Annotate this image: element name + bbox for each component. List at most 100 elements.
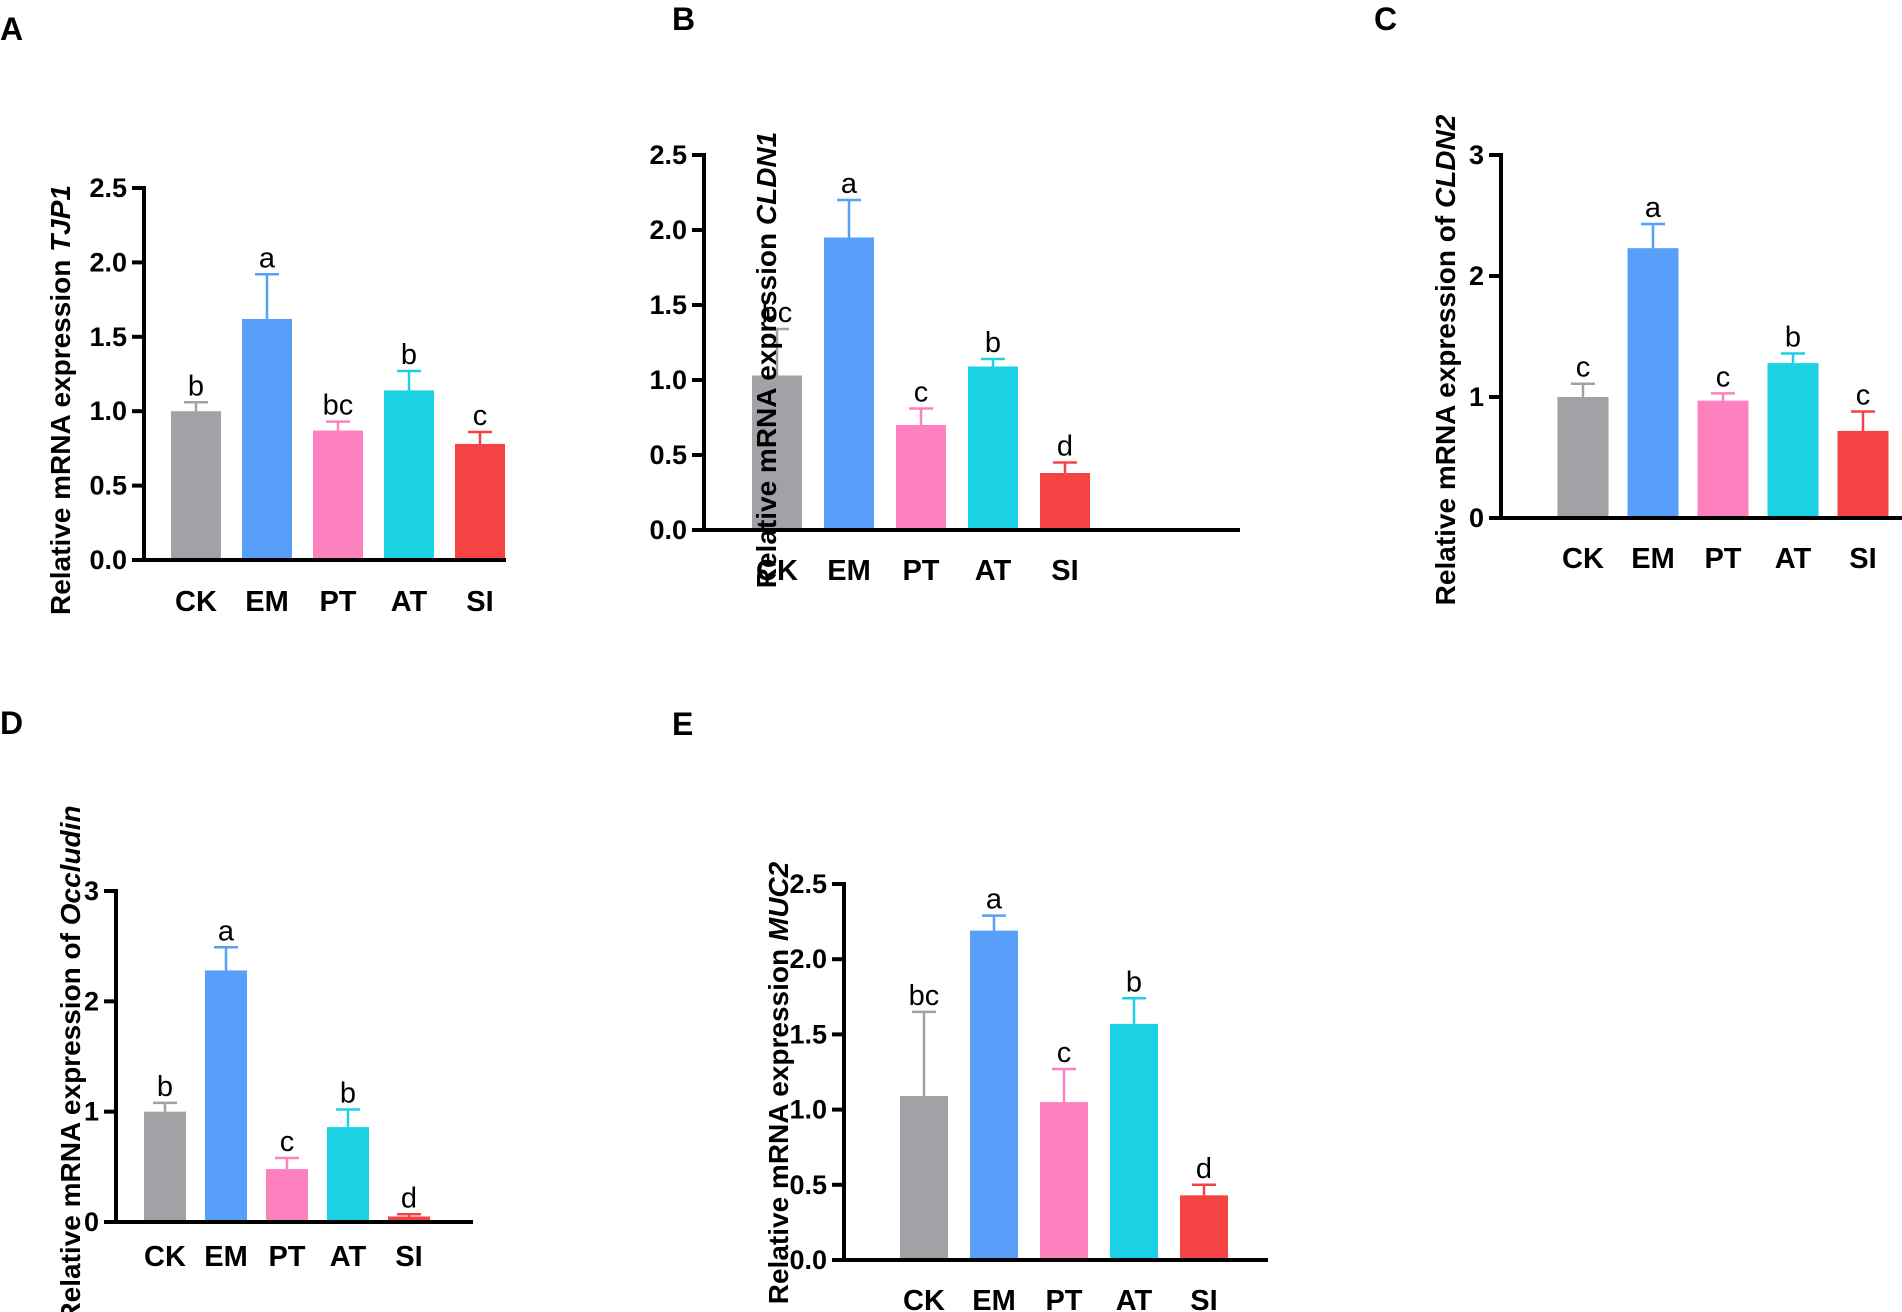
x-tick-label-si: SI [466, 586, 493, 618]
y-tick-label: 1 [84, 1097, 99, 1127]
bar-ck [171, 411, 221, 560]
error-bar-si [1053, 461, 1077, 473]
y-axis-label: Relative mRNA expression of CLDN2 [1430, 114, 1461, 605]
y-tick-label: 0.0 [649, 515, 687, 545]
y-tick-label: 0 [1469, 503, 1484, 533]
significance-letter: a [841, 168, 858, 200]
x-tick-label-si: SI [395, 1241, 422, 1273]
x-tick-label-at: AT [330, 1241, 367, 1273]
bar-at [1767, 363, 1819, 518]
significance-letter: b [1126, 966, 1142, 998]
bar-em [1627, 248, 1679, 519]
significance-letter: b [340, 1077, 356, 1109]
significance-letter: c [914, 377, 929, 409]
significance-letter: a [1645, 192, 1662, 224]
bar-pt [1697, 400, 1749, 518]
significance-letter: a [986, 884, 1003, 916]
error-bar-at [1122, 997, 1146, 1024]
y-tick-label: 1.0 [89, 396, 127, 426]
y-tick-label: 2 [84, 986, 99, 1016]
bar-pt [1040, 1102, 1088, 1260]
error-bar-ck [184, 401, 208, 412]
error-bar-at [981, 357, 1005, 367]
panel-letter: C [1374, 1, 1397, 37]
bar-ck [144, 1111, 186, 1222]
error-bar-em [982, 914, 1006, 931]
y-axis-label: Relative mRNA expression of Occludin [55, 805, 86, 1312]
x-tick-label-em: EM [827, 555, 871, 587]
panel-letter: E [672, 706, 693, 742]
panel-letter: A [0, 11, 23, 47]
y-tick-label: 1.5 [649, 290, 687, 320]
y-tick-label: 0.5 [649, 440, 687, 470]
significance-letter: b [985, 327, 1001, 359]
x-tick-label-pt: PT [902, 555, 939, 587]
y-tick-label: 1.5 [89, 322, 127, 352]
significance-letter: c [280, 1126, 295, 1158]
y-tick-label: 0 [84, 1207, 99, 1237]
error-bar-pt [275, 1156, 299, 1170]
bar-em [205, 970, 247, 1222]
bar-pt [266, 1169, 308, 1222]
x-tick-label-em: EM [245, 586, 289, 618]
x-tick-label-at: AT [391, 586, 428, 618]
error-bar-si [397, 1213, 421, 1217]
x-tick-label-em: EM [972, 1285, 1016, 1312]
error-bar-pt [326, 420, 350, 431]
y-tick-label: 2.0 [649, 215, 687, 245]
bar-em [970, 930, 1018, 1260]
bar-at [1110, 1023, 1158, 1260]
axes [842, 882, 1268, 1262]
y-tick-label: 1.0 [789, 1095, 827, 1125]
y-axis-label: Relative mRNA expression MUC2 [763, 861, 794, 1304]
y-tick-label: 0.0 [789, 1245, 827, 1275]
panel-e: Ebc CK a EM c PT b AT d SI 0.0 0.5 1.0 1.5 2.0 2.5Relat… [672, 706, 1268, 1312]
error-bar-ck [1571, 382, 1595, 397]
x-tick-label-em: EM [1631, 543, 1675, 575]
x-tick-label-ck: CK [175, 586, 217, 618]
x-tick-label-at: AT [1775, 543, 1812, 575]
y-tick-label: 1.5 [789, 1019, 827, 1049]
x-tick-label-si: SI [1051, 555, 1078, 587]
bar-at [968, 366, 1018, 530]
y-tick-label: 3 [1469, 140, 1484, 170]
bar-pt [313, 430, 363, 560]
y-tick-label: 2.0 [89, 247, 127, 277]
y-tick-label: 0.0 [89, 545, 127, 575]
y-axis-label: Relative mRNA expression TJP1 [45, 185, 76, 615]
y-tick-label: 1 [1469, 382, 1484, 412]
significance-letter: c [1856, 380, 1871, 412]
significance-letter: d [1196, 1153, 1212, 1185]
bar-si [388, 1216, 430, 1222]
y-tick-label: 0.5 [89, 471, 127, 501]
error-bar-pt [909, 407, 933, 425]
error-bar-em [214, 946, 238, 971]
x-tick-label-si: SI [1190, 1285, 1217, 1312]
error-bar-si [1851, 410, 1875, 431]
bar-si [1180, 1195, 1228, 1260]
y-axis-label: Relative mRNA expression CLDN1 [751, 132, 782, 588]
significance-letter: c [1576, 352, 1591, 384]
significance-letter: bc [762, 297, 793, 329]
y-tick-label: 1.0 [649, 365, 687, 395]
bar-pt [896, 425, 946, 530]
bar-at [384, 390, 434, 560]
x-tick-label-si: SI [1849, 543, 1876, 575]
significance-letter: b [157, 1071, 173, 1103]
significance-letter: bc [909, 980, 940, 1012]
error-bar-em [1641, 222, 1665, 249]
error-bar-at [1781, 352, 1805, 364]
significance-letter: c [1716, 361, 1731, 393]
x-tick-label-at: AT [975, 555, 1012, 587]
panel-letter: D [0, 705, 23, 741]
bar-si [1040, 473, 1090, 530]
y-tick-label: 2.5 [89, 173, 127, 203]
bar-ck [1557, 397, 1609, 518]
error-bar-at [397, 369, 421, 391]
axes [114, 889, 473, 1224]
x-tick-label-pt: PT [319, 586, 356, 618]
y-tick-label: 0.5 [789, 1170, 827, 1200]
significance-letter: b [401, 339, 417, 371]
